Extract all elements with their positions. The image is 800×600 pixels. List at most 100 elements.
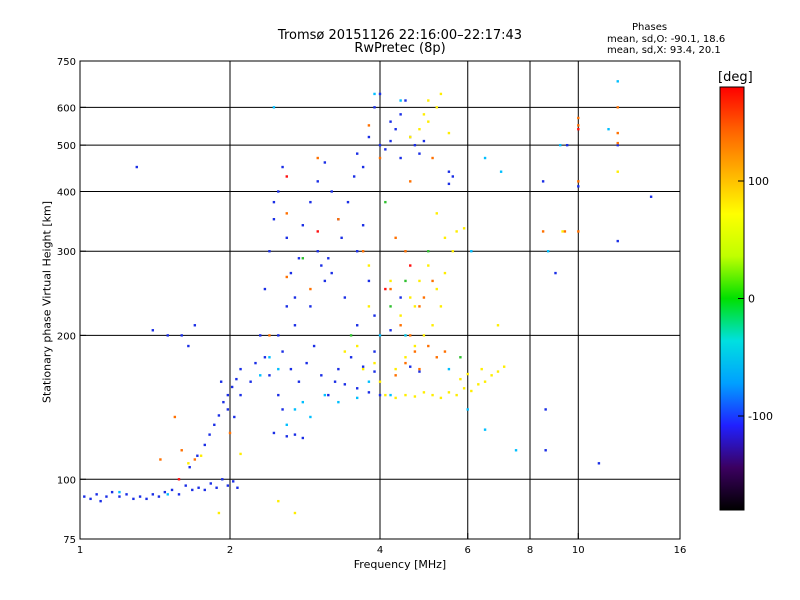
data-point <box>470 389 473 393</box>
data-point <box>330 190 333 193</box>
x-tick-label: 10 <box>572 545 585 556</box>
data-point <box>409 334 412 337</box>
data-point <box>193 324 197 327</box>
data-point <box>451 175 455 178</box>
data-point <box>502 365 506 368</box>
data-point <box>514 449 518 452</box>
data-point <box>125 493 128 496</box>
data-point <box>389 329 392 332</box>
data-point <box>312 344 316 348</box>
data-point <box>188 465 191 469</box>
data-point <box>293 296 297 299</box>
data-point <box>233 415 236 419</box>
data-point <box>427 120 430 123</box>
data-point <box>343 350 347 353</box>
data-point <box>378 334 382 337</box>
data-point <box>496 370 500 373</box>
colorbar-tick-label: -100 <box>748 410 773 423</box>
data-point <box>170 488 174 492</box>
data-point <box>554 271 557 275</box>
data-point <box>337 400 340 404</box>
data-point <box>409 365 412 368</box>
data-point <box>355 387 359 390</box>
data-point <box>577 127 580 131</box>
data-point <box>389 120 392 123</box>
data-point <box>435 212 438 215</box>
data-point <box>301 257 305 260</box>
data-point <box>277 334 280 337</box>
data-point <box>337 218 340 221</box>
data-point <box>309 287 312 291</box>
data-point <box>89 497 92 501</box>
data-point <box>455 393 458 397</box>
data-point <box>209 482 212 485</box>
data-point <box>268 250 271 253</box>
data-point <box>422 139 426 143</box>
data-point <box>483 380 487 383</box>
data-point <box>203 443 206 447</box>
data-point <box>418 279 421 283</box>
data-point <box>483 428 487 431</box>
data-point <box>447 131 451 135</box>
data-point <box>418 152 421 155</box>
data-point <box>409 264 412 267</box>
chart-title: Tromsø 20151126 22:16:00–22:17:43 <box>277 28 523 43</box>
data-point <box>352 175 356 178</box>
data-point <box>268 374 271 377</box>
data-point <box>399 113 402 116</box>
data-point <box>413 143 417 147</box>
data-point <box>367 279 371 283</box>
data-point <box>462 387 466 390</box>
data-point <box>378 143 382 147</box>
data-point <box>384 148 387 151</box>
data-point <box>193 458 197 461</box>
data-point <box>367 264 371 267</box>
data-point <box>435 287 438 291</box>
data-point <box>297 380 301 383</box>
data-point <box>577 230 580 233</box>
data-point <box>355 250 359 253</box>
data-point <box>431 324 434 327</box>
data-point <box>378 380 382 383</box>
data-point <box>389 287 392 291</box>
colorbar-ticks: 100 0 -100 <box>738 175 773 423</box>
data-point <box>293 433 297 436</box>
data-point <box>105 495 108 498</box>
data-point <box>427 264 430 267</box>
data-point <box>422 391 426 394</box>
data-point <box>230 385 234 389</box>
data-point <box>289 367 293 371</box>
data-point <box>435 106 438 109</box>
data-point <box>99 499 102 503</box>
data-point <box>285 236 288 240</box>
grid-lines <box>80 61 680 539</box>
data-point <box>118 490 121 494</box>
data-point <box>293 408 297 411</box>
data-point <box>577 180 580 183</box>
data-point <box>145 497 148 501</box>
data-point <box>616 239 619 243</box>
data-point <box>399 99 402 102</box>
data-point <box>373 314 376 317</box>
data-point <box>422 113 426 116</box>
data-point <box>384 393 387 397</box>
data-point <box>394 396 397 400</box>
data-point <box>219 380 223 383</box>
data-point <box>203 488 206 492</box>
data-point <box>221 478 224 481</box>
data-point <box>394 367 397 371</box>
y-tick-label: 200 <box>57 331 76 342</box>
data-point <box>384 200 387 204</box>
data-point <box>191 488 194 492</box>
data-point <box>259 334 262 337</box>
data-point <box>151 493 155 496</box>
data-point <box>340 236 343 240</box>
data-point <box>268 334 271 337</box>
data-point <box>316 230 319 233</box>
data-point <box>447 182 451 186</box>
x-tick-label: 2 <box>227 545 233 556</box>
data-point <box>409 296 412 299</box>
data-point <box>239 452 242 456</box>
data-point <box>404 356 407 359</box>
y-axis-label: Stationary phase Virtual Height [km] <box>40 200 54 404</box>
